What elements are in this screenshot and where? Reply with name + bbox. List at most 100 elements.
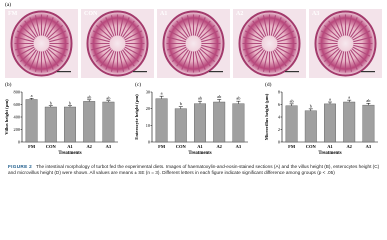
villus bbox=[351, 48, 367, 62]
x-tick-label: A2 bbox=[86, 144, 92, 149]
villus bbox=[346, 15, 353, 36]
villus bbox=[124, 30, 143, 41]
villus bbox=[257, 50, 267, 70]
x-tick-label: FM bbox=[288, 144, 296, 149]
villus bbox=[100, 20, 113, 38]
villus bbox=[352, 46, 371, 57]
bar bbox=[102, 101, 115, 143]
villus bbox=[16, 46, 35, 57]
x-tick-label: A1 bbox=[327, 144, 333, 149]
villus bbox=[328, 20, 341, 38]
x-axis-label: Treatments bbox=[318, 151, 341, 156]
villus bbox=[92, 30, 111, 41]
villus bbox=[348, 17, 358, 37]
villus bbox=[277, 36, 296, 43]
villus bbox=[15, 36, 34, 43]
error-bar bbox=[87, 99, 92, 102]
bar bbox=[64, 106, 76, 143]
villus bbox=[125, 36, 144, 43]
bar bbox=[362, 104, 375, 143]
villus bbox=[257, 17, 267, 37]
significance-letter: ab bbox=[290, 98, 294, 103]
y-tick-label: 400 bbox=[14, 115, 20, 120]
significance-letter: a bbox=[348, 95, 350, 100]
villus bbox=[29, 17, 39, 37]
villus bbox=[274, 20, 287, 38]
error-bar bbox=[236, 100, 241, 104]
villus bbox=[123, 25, 139, 39]
significance-letter: b bbox=[69, 100, 71, 105]
villus bbox=[49, 36, 68, 43]
y-tick-label: 200 bbox=[14, 127, 20, 132]
scale-bar bbox=[361, 71, 375, 73]
villus bbox=[270, 15, 277, 36]
villus bbox=[353, 36, 372, 43]
villus bbox=[350, 49, 363, 67]
scale-bar bbox=[209, 71, 223, 73]
villus bbox=[181, 17, 191, 37]
villus bbox=[168, 46, 187, 57]
bar bbox=[232, 103, 245, 143]
villus bbox=[324, 25, 340, 39]
figure-graphics: (a) FM CON A1 A2 A3 (b) Villus height (µm) Trea… bbox=[4, 1, 382, 156]
x-tick-label: A1 bbox=[197, 144, 203, 149]
villus bbox=[248, 48, 264, 62]
villus bbox=[275, 25, 291, 39]
villus bbox=[48, 46, 67, 57]
villus bbox=[244, 46, 263, 57]
bar bbox=[155, 98, 168, 143]
y-tick-label: 600 bbox=[14, 102, 20, 107]
villus bbox=[196, 50, 206, 70]
y-tick-label: 0 bbox=[18, 140, 20, 145]
figure-number: FIGURE 2 bbox=[8, 164, 33, 169]
y-tick-label: 6 bbox=[278, 102, 281, 107]
bar bbox=[44, 106, 57, 143]
villus bbox=[44, 50, 54, 70]
villus bbox=[198, 49, 211, 67]
tissue-section bbox=[314, 10, 377, 77]
villus bbox=[243, 36, 262, 43]
villus bbox=[346, 51, 353, 72]
significance-letter: b bbox=[50, 100, 52, 105]
villus bbox=[110, 51, 117, 72]
villus bbox=[118, 51, 125, 72]
bar bbox=[174, 108, 187, 143]
y-tick-label: 0 bbox=[278, 140, 280, 145]
x-tick-label: A3 bbox=[236, 144, 242, 149]
y-tick-label: 20 bbox=[146, 106, 150, 111]
y-tick-label: 0 bbox=[148, 140, 150, 145]
villus bbox=[348, 50, 358, 70]
villus bbox=[270, 51, 277, 72]
villus bbox=[243, 44, 262, 51]
error-bar bbox=[178, 106, 183, 109]
villus bbox=[96, 25, 112, 39]
x-tick-label: CON bbox=[306, 144, 317, 149]
error-bar bbox=[308, 108, 313, 111]
villus bbox=[176, 49, 189, 67]
villus bbox=[200, 30, 219, 41]
significance-letter: b bbox=[310, 103, 312, 108]
x-axis-label: Treatments bbox=[188, 151, 211, 156]
villus bbox=[20, 25, 36, 39]
villus bbox=[277, 44, 296, 51]
bar bbox=[83, 101, 96, 143]
y-axis-label: Villus height (µm) bbox=[4, 99, 9, 135]
villus bbox=[176, 20, 189, 38]
scale-bar bbox=[133, 71, 147, 73]
bar bbox=[194, 103, 206, 143]
villus bbox=[274, 49, 287, 67]
x-tick-label: CON bbox=[46, 144, 57, 149]
x-tick-label: A2 bbox=[346, 144, 352, 149]
villus bbox=[276, 30, 295, 41]
villus bbox=[42, 15, 49, 36]
villus bbox=[320, 46, 339, 57]
villus bbox=[338, 51, 345, 72]
villus bbox=[118, 15, 125, 36]
tissue-section bbox=[162, 10, 225, 77]
error-bar bbox=[29, 98, 34, 100]
significance-letter: ab bbox=[87, 94, 91, 99]
villus bbox=[186, 51, 193, 72]
caption-text: The intestinal morphology of turbot fed … bbox=[8, 164, 380, 176]
error-bar bbox=[366, 103, 371, 106]
figure: (a) FM CON A1 A2 A3 (b) Villus height (µm) Trea… bbox=[4, 1, 382, 176]
